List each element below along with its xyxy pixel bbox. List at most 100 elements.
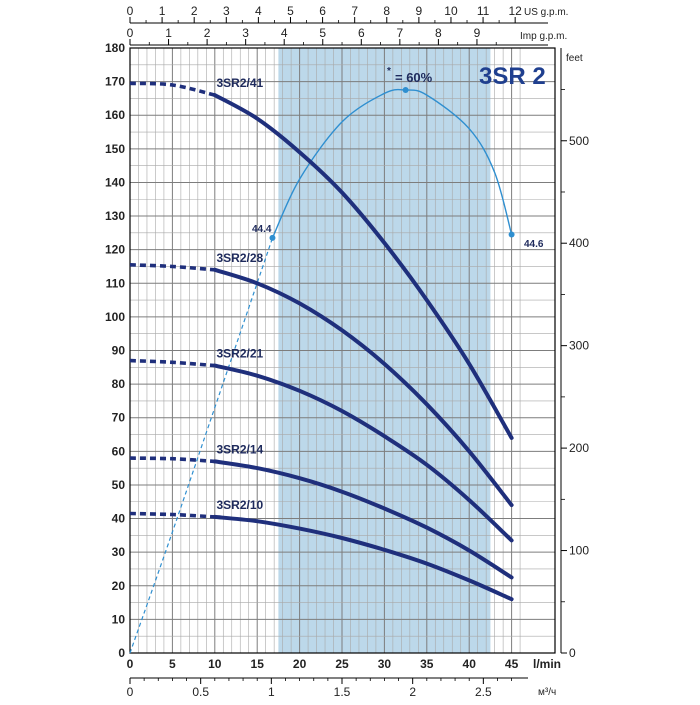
top-us-unit-label: US g.p.m. <box>524 7 568 18</box>
top-us-tick-label: 10 <box>444 4 458 18</box>
y-axis-right-feet: 0 100 200 300 400 500 <box>560 48 589 660</box>
y-left-tick-label: 10 <box>112 612 126 626</box>
efficiency-point <box>402 87 409 94</box>
series-label: 3SR2/10 <box>216 498 263 512</box>
y-left-tick-label: 100 <box>105 310 125 324</box>
series-label: 3SR2/28 <box>216 251 263 265</box>
bottom-m3-tick-label: 2.5 <box>475 685 492 699</box>
bottom-m3h-axis: 0 0.5 1 1.5 2 2.5 <box>127 677 528 699</box>
head-curve-dashed <box>129 263 215 272</box>
top-imp-tick-label: 3 <box>242 26 249 40</box>
head-curve-dashed <box>129 81 216 97</box>
top-us-tick-label: 12 <box>508 4 522 18</box>
head-curve-dashed <box>129 511 215 519</box>
y-right-tick-label: 400 <box>569 236 589 250</box>
y-right-tick-label: 200 <box>569 441 589 455</box>
efficiency-curve <box>129 87 515 654</box>
y-left-tick-label: 160 <box>105 108 125 122</box>
top-us-tick-label: 9 <box>416 4 423 18</box>
efficiency-dashed-segment <box>129 237 274 654</box>
y-right-tick-label: 300 <box>569 339 589 353</box>
top-imp-unit-label: Imp g.p.m. <box>520 31 567 42</box>
x-axis-lmin: 0 5 10 15 20 25 30 35 40 45 <box>127 657 519 671</box>
x-tick-label: 20 <box>293 657 307 671</box>
top-imp-tick-label: 6 <box>358 26 365 40</box>
efficiency-point <box>269 234 276 241</box>
head-curve-solid <box>212 514 514 602</box>
x-tick-label: 35 <box>420 657 434 671</box>
y-left-tick-label: 40 <box>112 512 126 526</box>
efficiency-left-label: 44.4 <box>252 224 272 235</box>
top-imp-tick-label: 1 <box>165 26 172 40</box>
y-left-tick-label: 150 <box>105 142 125 156</box>
y-left-tick-label: 0 <box>118 646 125 660</box>
bottom-m3-tick-label: 2 <box>409 685 416 699</box>
right-axis-unit-label: feet <box>566 53 583 64</box>
head-curve-dashed <box>129 456 215 464</box>
plot-frame <box>129 47 556 654</box>
top-imp-tick-label: 7 <box>397 26 404 40</box>
efficiency-peak-label: = 60% <box>395 70 433 85</box>
top-us-tick-label: 4 <box>255 4 262 18</box>
y-axis-left-meters: 0 10 20 30 40 50 60 70 80 90 100 110 120 130 140 150 160… <box>105 41 125 660</box>
series-label: 3SR2/21 <box>216 347 263 361</box>
efficiency-point <box>508 231 515 238</box>
top-imp-tick-label: 4 <box>281 26 288 40</box>
chart-title: 3SR 2 <box>479 63 546 90</box>
y-right-tick-label: 500 <box>569 134 589 148</box>
top-us-gpm-axis: 0 1 2 3 4 5 6 7 8 9 10 11 12 <box>127 4 548 24</box>
top-us-tick-label: 6 <box>319 4 326 18</box>
y-left-tick-label: 70 <box>112 411 126 425</box>
y-right-tick-label: 0 <box>569 646 576 660</box>
x-tick-label: 25 <box>335 657 349 671</box>
x-tick-label: 40 <box>463 657 477 671</box>
x-tick-label: 15 <box>251 657 265 671</box>
y-left-tick-label: 90 <box>112 344 126 358</box>
top-imp-tick-label: 0 <box>127 26 134 40</box>
top-us-tick-label: 3 <box>223 4 230 18</box>
top-imp-tick-label: 8 <box>435 26 442 40</box>
y-left-tick-label: 30 <box>112 545 126 559</box>
x-axis-unit-label: l/min <box>533 657 561 671</box>
head-curve-solid <box>212 267 514 508</box>
y-left-tick-label: 50 <box>112 478 126 492</box>
grid <box>130 48 555 653</box>
y-left-tick-label: 110 <box>106 276 126 290</box>
head-curves: 3SR2/41 3SR2/28 3SR2/21 3SR2/14 3SR2/10 <box>129 76 514 602</box>
x-tick-label: 0 <box>127 657 134 671</box>
bottom-m3-tick-label: 0.5 <box>192 685 209 699</box>
y-left-tick-label: 170 <box>105 75 125 89</box>
top-us-tick-label: 8 <box>383 4 390 18</box>
x-tick-label: 30 <box>378 657 392 671</box>
top-us-tick-label: 2 <box>191 4 198 18</box>
top-us-tick-label: 1 <box>159 4 166 18</box>
series-label: 3SR2/14 <box>216 442 263 456</box>
head-curve-solid <box>212 459 514 580</box>
head-curve-solid <box>212 93 514 440</box>
y-left-tick-label: 80 <box>112 377 126 391</box>
y-left-tick-label: 140 <box>105 175 125 189</box>
bottom-m3-tick-label: 0 <box>127 685 134 699</box>
bottom-m3-unit-label: м³/ч <box>538 687 556 698</box>
y-left-tick-label: 60 <box>112 444 126 458</box>
series-label: 3SR2/41 <box>216 76 263 90</box>
head-curve-dashed <box>129 358 215 368</box>
x-tick-label: 5 <box>169 657 176 671</box>
top-imp-tick-label: 5 <box>319 26 326 40</box>
top-imp-tick-label: 9 <box>474 26 481 40</box>
top-imp-gpm-axis: 0 1 2 3 4 5 6 7 8 9 <box>127 26 548 46</box>
top-us-tick-label: 11 <box>477 4 490 18</box>
top-us-tick-label: 7 <box>351 4 358 18</box>
bottom-m3-tick-label: 1 <box>268 685 275 699</box>
bottom-m3-tick-label: 1.5 <box>334 685 351 699</box>
efficiency-right-label: 44.6 <box>524 239 544 250</box>
x-tick-label: 45 <box>505 657 519 671</box>
top-us-tick-label: 0 <box>127 4 134 18</box>
y-left-tick-label: 120 <box>105 243 125 257</box>
y-left-tick-label: 130 <box>105 209 125 223</box>
efficiency-peak-marker: * <box>387 66 391 77</box>
head-curve-solid <box>212 363 514 543</box>
x-tick-label: 10 <box>208 657 222 671</box>
y-left-tick-label: 20 <box>112 579 126 593</box>
